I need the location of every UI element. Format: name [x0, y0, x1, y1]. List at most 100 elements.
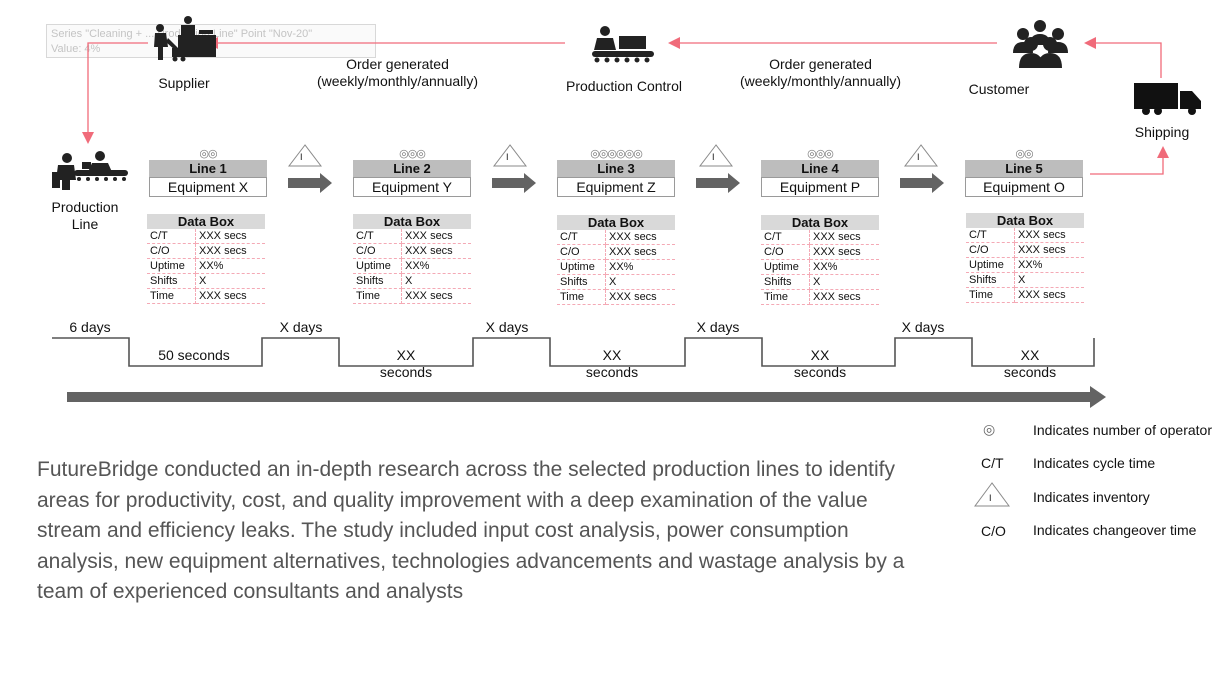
legend-co-text: Indicates changeover time [1033, 522, 1197, 538]
table-cell: Uptime [147, 258, 196, 274]
legend-operator-text: Indicates number of operator [1033, 422, 1212, 438]
table-cell: Shifts [761, 274, 810, 290]
table-cell: X [605, 274, 675, 290]
table-row: C/T XXX secs [966, 228, 1084, 243]
table-cell: Shifts [353, 273, 402, 289]
data-box-table: C/T XXX secs C/O XXX secs Uptime XX% Shifts… [761, 230, 879, 305]
data-box-title: Data Box [353, 214, 471, 229]
table-cell: XXX secs [195, 288, 265, 304]
inventory-mark: I [917, 152, 920, 162]
table-cell: Shifts [147, 273, 196, 289]
table-cell: XXX secs [809, 289, 879, 305]
data-box-3: Data Box C/T XXX secs C/O XXX secs Uptime X… [557, 215, 675, 305]
data-box-2: Data Box C/T XXX secs C/O XXX secs Uptime X… [353, 214, 471, 304]
line-equipment: Equipment O [965, 177, 1083, 197]
table-cell: XXX secs [401, 243, 471, 259]
table-cell: C/O [353, 243, 402, 259]
customer-icon [1013, 20, 1068, 68]
table-row: C/T XXX secs [761, 230, 879, 245]
table-row: Uptime XX% [761, 259, 879, 275]
table-cell: X [1014, 272, 1084, 288]
timeline-days: X days [901, 319, 945, 335]
data-box-table: C/T XXX secs C/O XXX secs Uptime XX% Shifts… [966, 228, 1084, 303]
table-cell: XXX secs [195, 229, 265, 244]
truck-icon [1134, 83, 1201, 115]
table-cell: C/O [557, 244, 606, 260]
inventory-mark: I [300, 152, 303, 162]
legend-co-symbol: C/O [981, 523, 1006, 539]
line-box-3: ◎◎◎◎◎◎ Line 3 Equipment Z [557, 148, 675, 197]
shipping-label: Shipping [1134, 124, 1190, 140]
table-cell: XX% [401, 258, 471, 274]
line-title: Line 4 [761, 160, 879, 177]
table-row: Shifts X [966, 272, 1084, 288]
seconds-line1: XX [810, 347, 830, 363]
line-equipment: Equipment X [149, 177, 267, 197]
table-row: C/O XXX secs [557, 244, 675, 260]
lead-time-arrow [67, 386, 1106, 408]
data-box-title: Data Box [557, 215, 675, 230]
table-cell: XXX secs [605, 244, 675, 260]
table-cell: XXX secs [809, 244, 879, 260]
order-label-supplier: Order generated (weekly/monthly/annually… [310, 56, 485, 90]
table-cell: XXX secs [605, 289, 675, 305]
table-row: Time XXX secs [761, 289, 879, 305]
table-row: C/O XXX secs [761, 244, 879, 260]
data-box-5: Data Box C/T XXX secs C/O XXX secs Uptime X… [966, 213, 1084, 303]
table-cell: Uptime [557, 259, 606, 275]
line-box-4: ◎◎◎ Line 4 Equipment P [761, 148, 879, 197]
data-box-table: C/T XXX secs C/O XXX secs Uptime XX% Shifts… [147, 229, 265, 304]
order-label-line1: Order generated [769, 56, 872, 72]
timeline-step-line [52, 337, 1095, 367]
inventory-mark: I [506, 152, 509, 162]
shipping-to-customer-arrow [1084, 37, 1162, 78]
table-cell: C/T [966, 228, 1015, 243]
table-cell: XX% [809, 259, 879, 275]
table-cell: Time [557, 289, 606, 305]
line-title: Line 1 [149, 160, 267, 177]
operator-icons: ◎◎ [1015, 148, 1033, 160]
description-paragraph: FutureBridge conducted an in-depth resea… [37, 458, 905, 603]
table-row: Time XXX secs [147, 288, 265, 304]
seconds-line1: 50 seconds [158, 347, 230, 363]
supplier-to-line-arrow [82, 42, 148, 144]
table-row: Shifts X [761, 274, 879, 290]
timeline-seconds: XX seconds [552, 347, 672, 381]
table-cell: X [809, 274, 879, 290]
line-title: Line 3 [557, 160, 675, 177]
table-cell: XXX secs [401, 288, 471, 304]
timeline-seconds: 50 seconds [135, 347, 253, 364]
operator-icons: ◎◎ [199, 148, 217, 160]
data-box-title: Data Box [147, 214, 265, 229]
table-cell: Time [761, 289, 810, 305]
table-cell: XXX secs [809, 230, 879, 245]
push-arrow-1 [288, 173, 332, 193]
legend-ct-symbol: C/T [981, 455, 1004, 471]
data-box-table: C/T XXX secs C/O XXX secs Uptime XX% Shifts… [353, 229, 471, 304]
inventory-icon [287, 144, 323, 167]
seconds-line1: XX [602, 347, 622, 363]
table-row: Uptime XX% [147, 258, 265, 274]
table-row: Shifts X [147, 273, 265, 289]
production-line-icon [52, 151, 128, 190]
table-cell: XXX secs [1014, 242, 1084, 258]
data-box-title: Data Box [761, 215, 879, 230]
table-cell: X [401, 273, 471, 289]
line-equipment: Equipment Z [557, 177, 675, 197]
operator-icons: ◎◎◎ [399, 148, 426, 160]
table-cell: Shifts [966, 272, 1015, 288]
timeline-days: X days [696, 319, 740, 335]
line-equipment: Equipment P [761, 177, 879, 197]
table-row: Uptime XX% [966, 257, 1084, 273]
data-box-4: Data Box C/T XXX secs C/O XXX secs Uptime X… [761, 215, 879, 305]
data-box-title: Data Box [966, 213, 1084, 228]
table-cell: Time [353, 288, 402, 304]
table-cell: XXX secs [1014, 287, 1084, 303]
table-row: Uptime XX% [557, 259, 675, 275]
table-row: Uptime XX% [353, 258, 471, 274]
order-label-line2: (weekly/monthly/annually) [316, 73, 479, 89]
operator-icon: ◎ [983, 421, 996, 437]
seconds-line2: seconds [1003, 364, 1057, 380]
inventory-icon [698, 144, 734, 167]
